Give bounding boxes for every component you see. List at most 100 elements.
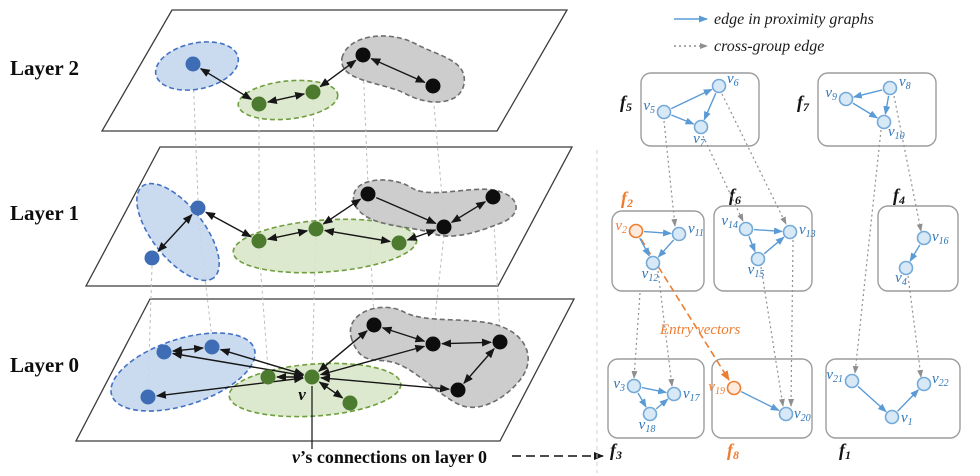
graph-edge bbox=[370, 58, 426, 83]
proximity-edge bbox=[852, 89, 883, 99]
layer-node-b6 bbox=[360, 186, 376, 202]
graph-edge bbox=[171, 344, 205, 355]
layer-node-b8 bbox=[485, 189, 501, 205]
graph-edge bbox=[463, 348, 495, 384]
layer-node-a1 bbox=[185, 56, 201, 72]
layer-node-b7 bbox=[436, 219, 452, 235]
group-label-f2: f2 bbox=[621, 188, 633, 210]
vector-node-v17 bbox=[666, 386, 682, 402]
interlayer-correspondence-line bbox=[311, 236, 317, 370]
layer-node-c9 bbox=[450, 382, 466, 398]
graph-edge bbox=[323, 228, 392, 244]
vector-label-v7: v7 bbox=[693, 131, 706, 149]
layer-node-c5 bbox=[342, 395, 358, 411]
caption-v: v bbox=[292, 447, 301, 467]
layer-node-b5 bbox=[391, 235, 407, 251]
group-label-f5: f5 bbox=[620, 92, 632, 114]
layer-node-b3 bbox=[251, 233, 267, 249]
vector-label-v18: v18 bbox=[639, 417, 656, 435]
group-box-f8 bbox=[711, 358, 813, 439]
group-label-f1: f1 bbox=[839, 440, 851, 462]
layer-node-a5 bbox=[425, 78, 441, 94]
vector-node-v2 bbox=[628, 223, 644, 239]
proximity-edge bbox=[641, 386, 668, 395]
cross-group-edge bbox=[852, 129, 882, 374]
proximity-edge bbox=[655, 398, 669, 410]
caption: v’s connections on layer 0 bbox=[292, 447, 487, 467]
vector-node-v22 bbox=[916, 376, 932, 392]
proximity-edge bbox=[883, 95, 891, 116]
graph-edge bbox=[219, 348, 305, 376]
vector-node-v20 bbox=[778, 406, 794, 422]
layer-node-c1 bbox=[156, 344, 172, 360]
vector-label-v3: v3 bbox=[613, 376, 625, 394]
cross-group-edge bbox=[702, 135, 744, 222]
cross-group-edge bbox=[760, 266, 785, 407]
vector-label-v4: v4 bbox=[895, 270, 907, 288]
vector-label-v19: v19 bbox=[708, 379, 725, 397]
v-node-label: v bbox=[298, 385, 306, 404]
graph-edge bbox=[155, 375, 305, 399]
vector-node-v8 bbox=[882, 80, 898, 96]
layer0-label: Layer 0 bbox=[10, 353, 79, 377]
vector-label-v13: v13 bbox=[799, 222, 816, 240]
group-label-f8: f8 bbox=[727, 440, 739, 462]
vector-node-v6 bbox=[711, 78, 727, 94]
group-box-f5 bbox=[640, 72, 760, 147]
graph-edge bbox=[266, 92, 306, 104]
vector-label-v17: v17 bbox=[683, 386, 701, 404]
vector-node-v15 bbox=[750, 251, 766, 267]
layer-graph-edges bbox=[155, 58, 495, 399]
vector-label-v10: v10 bbox=[888, 124, 905, 142]
vector-node-v10 bbox=[876, 114, 892, 130]
interlayer-correspondence-line bbox=[362, 62, 369, 187]
vector-node-v18 bbox=[642, 406, 658, 422]
vector-label-v21: v21 bbox=[826, 367, 843, 385]
proximity-edge bbox=[763, 236, 785, 255]
graph-edge bbox=[440, 338, 493, 348]
legend-proximity-label: edge in proximity graphs bbox=[714, 11, 874, 28]
vector-label-v20: v20 bbox=[794, 406, 811, 424]
layer-node-a4 bbox=[355, 47, 371, 63]
vector-label-v22: v22 bbox=[932, 371, 949, 389]
vector-label-v1: v1 bbox=[901, 410, 913, 428]
vector-node-v11 bbox=[671, 226, 687, 242]
proximity-edge bbox=[753, 227, 784, 235]
proximity-edges bbox=[637, 88, 921, 413]
entry-vectors-label: Entry vectors bbox=[659, 322, 741, 338]
vector-label-v12: v12 bbox=[642, 266, 659, 284]
graph-edge bbox=[375, 196, 437, 225]
layer-node-c7 bbox=[425, 336, 441, 352]
proximity-edge bbox=[909, 244, 921, 262]
layer-node-c8 bbox=[492, 334, 508, 350]
layer2-label: Layer 2 bbox=[10, 56, 79, 80]
group-label-f6: f6 bbox=[729, 185, 741, 207]
proximity-edge bbox=[671, 114, 695, 125]
caption-rest: ’s connections on layer 0 bbox=[300, 447, 487, 467]
layer-node-c3 bbox=[140, 389, 156, 405]
vector-node-v19 bbox=[726, 380, 742, 396]
vector-node-v9 bbox=[838, 91, 854, 107]
graph-edge bbox=[319, 59, 357, 88]
vector-node-v12 bbox=[645, 255, 661, 271]
vector-node-v1 bbox=[884, 409, 900, 425]
layer-node-cv bbox=[304, 369, 320, 385]
proximity-edge bbox=[670, 88, 713, 110]
vector-label-v15: v15 bbox=[748, 262, 765, 280]
graph-edge bbox=[406, 229, 437, 241]
proximity-edge bbox=[852, 102, 879, 119]
cross-group-edges bbox=[631, 93, 924, 407]
layer-node-b2 bbox=[144, 250, 160, 266]
cross-group-edge bbox=[631, 292, 641, 379]
layer-node-a3 bbox=[305, 84, 321, 100]
proximity-edge bbox=[748, 236, 756, 253]
proximity-edge bbox=[703, 93, 717, 121]
group-label-f3: f3 bbox=[610, 440, 622, 462]
vector-node-v13 bbox=[782, 224, 798, 240]
layer-node-b1 bbox=[190, 200, 206, 216]
proximity-edge bbox=[740, 390, 780, 412]
graph-edge bbox=[157, 213, 193, 253]
graph-edge bbox=[199, 68, 253, 100]
cross-group-edge bbox=[721, 93, 787, 225]
